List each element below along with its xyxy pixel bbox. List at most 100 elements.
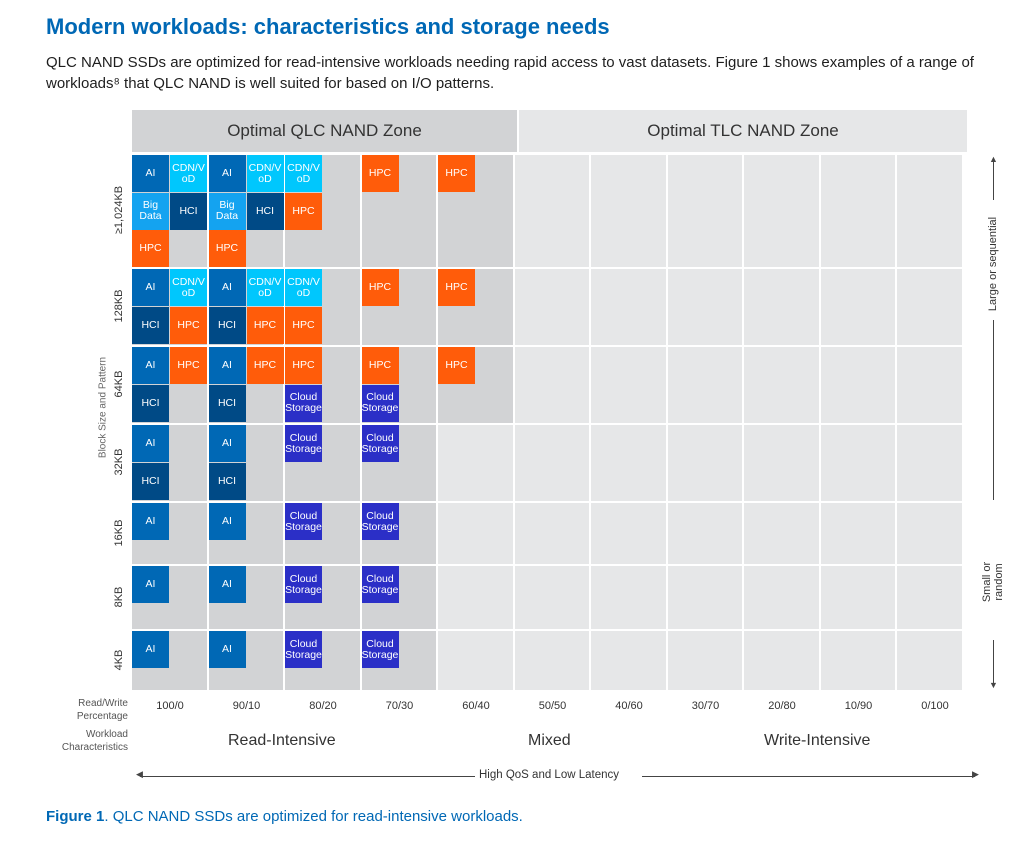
qos-label: High QoS and Low Latency — [479, 769, 620, 781]
row-label: 64KB — [113, 370, 125, 398]
workload-tile-hpc: HPC — [246, 347, 284, 384]
grid-cell: Cloud Storage — [285, 425, 360, 501]
column-label: 40/60 — [615, 700, 643, 712]
grid-cell — [897, 503, 962, 564]
arrow-left-icon: ◀ — [136, 769, 143, 779]
grid-cell — [514, 155, 589, 267]
write-intensive-label: Write-Intensive — [764, 732, 871, 749]
grid-cell — [514, 631, 589, 690]
mixed-label: Mixed — [528, 732, 571, 749]
workload-tile-hpc: HPC — [361, 155, 399, 192]
grid-cell: Cloud Storage — [285, 503, 360, 564]
column-label: 0/100 — [921, 700, 949, 712]
arrow-down-icon: ▼ — [989, 680, 998, 690]
grid-cell: Cloud Storage — [361, 425, 436, 501]
workload-tile-hpc: HPC — [438, 347, 475, 384]
grid-cell — [438, 631, 513, 690]
workload-tile-hpc: HPC — [170, 347, 207, 384]
workload-tile-ai: AI — [208, 269, 246, 306]
grid-cell — [438, 503, 513, 564]
grid-cell: CDN/VoD HPC — [285, 155, 360, 267]
grid-cell: AI HCI — [208, 425, 283, 501]
arrow-right-icon: ▶ — [972, 769, 979, 779]
grid-cell: AI CDN/VoD Big Data HCI HPC — [132, 155, 207, 267]
large-sequential-label: Large or sequential — [987, 216, 999, 312]
down-arrow-line — [993, 640, 994, 686]
grid-cell: Cloud Storage — [361, 631, 436, 690]
grid-cell: AI — [132, 631, 207, 690]
grid-cell — [744, 155, 819, 267]
workload-tile-cloud-storage: Cloud Storage — [285, 631, 322, 668]
column-label: 80/20 — [309, 700, 337, 712]
workload-tile-cloud-storage: Cloud Storage — [361, 566, 399, 603]
grid-cell: HPC — [361, 269, 436, 345]
caption-prefix: Figure 1 — [46, 808, 105, 825]
workload-tile-hci: HCI — [132, 462, 169, 500]
read-intensive-label: Read-Intensive — [228, 732, 336, 749]
grid-cell: HPC — [438, 269, 513, 345]
grid-cell — [667, 155, 742, 267]
grid-cell: HPC — [438, 155, 513, 267]
y-axis-title: Block Size and Pattern — [97, 356, 109, 459]
workload-tile-cloud-storage: Cloud Storage — [361, 631, 399, 668]
workload-tile-hpc: HPC — [285, 306, 322, 344]
grid-cell — [744, 503, 819, 564]
workload-tile-ai: AI — [132, 347, 169, 384]
grid-cell — [897, 269, 962, 345]
row-label: 4KB — [113, 649, 125, 670]
grid-cell — [897, 347, 962, 423]
grid-cell — [591, 347, 666, 423]
workload-tile-cloud-storage: Cloud Storage — [285, 384, 322, 422]
grid-cell — [514, 269, 589, 345]
grid-cell — [820, 503, 895, 564]
workload-tile-hci: HCI — [208, 462, 246, 500]
workload-tile-ai: AI — [208, 566, 246, 603]
workload-tile-ai: AI — [132, 425, 169, 462]
column-label: 30/70 — [691, 700, 720, 712]
grid-cell — [591, 425, 666, 501]
grid-cell — [514, 503, 589, 564]
row-label: 8KB — [113, 586, 125, 607]
workload-tile-hci: HCI — [132, 306, 169, 344]
grid-cell: AI HPC HCI — [132, 347, 207, 423]
column-label: 70/30 — [385, 700, 414, 712]
grid-cell — [438, 566, 513, 629]
workload-tile-hpc: HPC — [246, 306, 284, 344]
grid-cell — [591, 155, 666, 267]
workload-tile-hci: HCI — [246, 192, 284, 230]
workload-tile-cloud-storage: Cloud Storage — [285, 566, 322, 603]
grid-cell: Cloud Storage — [361, 503, 436, 564]
workload-tile-cdn-vod: CDN/VoD — [246, 155, 284, 192]
workload-tile-hpc: HPC — [285, 347, 322, 384]
grid-cell: AI — [208, 566, 283, 629]
grid-cell — [897, 631, 962, 690]
grid-cell — [438, 425, 513, 501]
workload-tile-cdn-vod: CDN/VoD — [170, 155, 207, 192]
workload-tile-cdn-vod: CDN/VoD — [285, 155, 322, 192]
workload-tile-ai: AI — [208, 631, 246, 668]
workload-tile-hci: HCI — [132, 384, 169, 422]
grid-cell: AI — [208, 503, 283, 564]
workload-tile-ai: AI — [208, 425, 246, 462]
workload-tile-ai: AI — [208, 155, 246, 192]
column-label: 90/10 — [232, 700, 261, 712]
grid-cell — [514, 425, 589, 501]
grid-cell: HPC Cloud Storage — [361, 347, 436, 423]
grid-cell: HPC — [361, 155, 436, 267]
workload-tile-hpc: HPC — [361, 269, 399, 306]
grid-cell — [667, 269, 742, 345]
grid-cell: HPC Cloud Storage — [285, 347, 360, 423]
grid-cell: Cloud Storage — [285, 631, 360, 690]
workload-tile-big-data: Big Data — [132, 192, 169, 230]
row-label: ≥1,024KB — [113, 185, 125, 235]
grid-cell — [897, 566, 962, 629]
workload-tile-hci: HCI — [170, 192, 207, 230]
column-label: 100/0 — [156, 700, 184, 712]
workload-tile-cdn-vod: CDN/VoD — [170, 269, 207, 306]
grid-cell — [820, 347, 895, 423]
up-arrow-line — [993, 160, 994, 200]
grid-cell — [897, 155, 962, 267]
workload-tile-cloud-storage: Cloud Storage — [361, 503, 399, 540]
row-label: 32KB — [113, 448, 125, 476]
grid-cell — [744, 425, 819, 501]
